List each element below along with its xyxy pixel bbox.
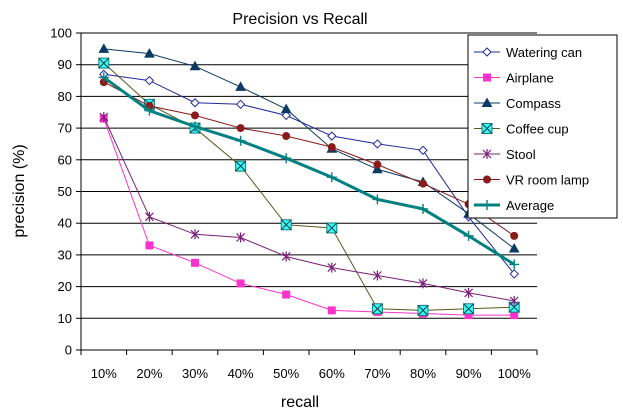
series-layer [99, 44, 519, 318]
point-coffee-cup-6 [372, 304, 382, 314]
x-tick-label-30pct: 30% [182, 366, 208, 381]
y-tick-label-0: 0 [65, 343, 72, 358]
point-coffee-cup-8 [464, 304, 474, 314]
point-vr-room-lamp-5 [328, 144, 335, 151]
point-watering-can-5 [328, 132, 336, 140]
point-watering-can-6 [373, 140, 381, 148]
legend-marker-coffee-cup [482, 124, 492, 134]
legend-label-vr-room-lamp: VR room lamp [506, 173, 589, 188]
y-tick-label-70: 70 [58, 121, 72, 136]
legend-label-airplane: Airplane [506, 71, 554, 86]
legend-marker-vr-room-lamp [484, 176, 491, 183]
x-tick-label-80pct: 80% [410, 366, 436, 381]
y-tick-label-30: 30 [58, 247, 72, 262]
x-tick-label-10pct: 10% [91, 366, 117, 381]
point-airplane-1 [146, 242, 153, 249]
legend-marker-airplane [484, 74, 491, 81]
point-vr-room-lamp-9 [511, 232, 518, 239]
legend-label-average: Average [506, 198, 554, 213]
y-tick-label-10: 10 [58, 311, 72, 326]
x-tick-label-60pct: 60% [319, 366, 345, 381]
point-coffee-cup-3 [236, 161, 246, 171]
y-tick-label-50: 50 [58, 184, 72, 199]
y-tick-label-60: 60 [58, 152, 72, 167]
series-line-vr-room-lamp [104, 82, 514, 236]
x-axis-title: recall [281, 394, 319, 411]
chart-title: Precision vs Recall [232, 11, 367, 28]
legend-label-compass: Compass [506, 96, 561, 111]
point-average-5 [327, 172, 337, 182]
axis-layer: 0 10 20 30 40 50 60 70 80 90 100 10% 20% 30% 40% 50% 60%… [50, 26, 537, 382]
y-tick-label-100: 100 [50, 26, 72, 41]
legend: Watering can Airplane Compass Coffee cup Sto… [468, 35, 617, 218]
series-line-watering-can [104, 74, 514, 274]
y-tick-label-80: 80 [58, 89, 72, 104]
point-coffee-cup-7 [418, 305, 428, 315]
point-average-3 [236, 136, 246, 146]
point-airplane-4 [283, 291, 290, 298]
series-line-coffee-cup [104, 63, 514, 310]
point-vr-room-lamp-6 [374, 161, 381, 168]
point-compass-4 [282, 105, 291, 113]
y-tick-label-40: 40 [58, 216, 72, 231]
legend-label-coffee-cup: Coffee cup [506, 122, 569, 137]
series-line-compass [104, 49, 514, 249]
point-watering-can-3 [237, 100, 245, 108]
point-coffee-cup-5 [327, 223, 337, 233]
point-average-6 [372, 194, 382, 204]
point-airplane-3 [237, 280, 244, 287]
point-coffee-cup-4 [281, 220, 291, 230]
point-stool-1 [145, 212, 153, 222]
point-vr-room-lamp-2 [192, 112, 199, 119]
point-coffee-cup-0 [99, 58, 109, 68]
series-vr-room-lamp [100, 79, 517, 240]
point-vr-room-lamp-7 [420, 180, 427, 187]
point-average-4 [281, 153, 291, 163]
point-watering-can-7 [419, 146, 427, 154]
point-vr-room-lamp-4 [283, 133, 290, 140]
point-airplane-5 [328, 307, 335, 314]
point-airplane-2 [192, 259, 199, 266]
x-tick-label-100pct: 100% [498, 366, 532, 381]
series-watering-can [100, 70, 518, 278]
point-vr-room-lamp-3 [237, 125, 244, 132]
point-compass-9 [510, 244, 519, 252]
point-compass-0 [99, 44, 108, 52]
y-tick-label-90: 90 [58, 57, 72, 72]
x-tick-label-50pct: 50% [273, 366, 299, 381]
series-average [99, 72, 519, 269]
series-line-stool [104, 117, 514, 301]
point-stool-4 [282, 251, 290, 261]
point-stool-7 [419, 278, 427, 288]
series-line-airplane [104, 119, 514, 316]
x-tick-label-20pct: 20% [136, 366, 162, 381]
point-compass-3 [236, 82, 245, 90]
x-tick-label-70pct: 70% [364, 366, 390, 381]
x-tick-label-90pct: 90% [456, 366, 482, 381]
x-tick-label-40pct: 40% [228, 366, 254, 381]
series-line-average [104, 77, 514, 264]
y-axis-title: precision (%) [11, 144, 28, 237]
point-watering-can-2 [191, 99, 199, 107]
legend-label-watering-can: Watering can [506, 45, 582, 60]
point-watering-can-1 [145, 77, 153, 85]
series-airplane [100, 115, 517, 319]
y-tick-label-20: 20 [58, 279, 72, 294]
legend-label-stool: Stool [506, 147, 536, 162]
series-compass [99, 44, 518, 252]
